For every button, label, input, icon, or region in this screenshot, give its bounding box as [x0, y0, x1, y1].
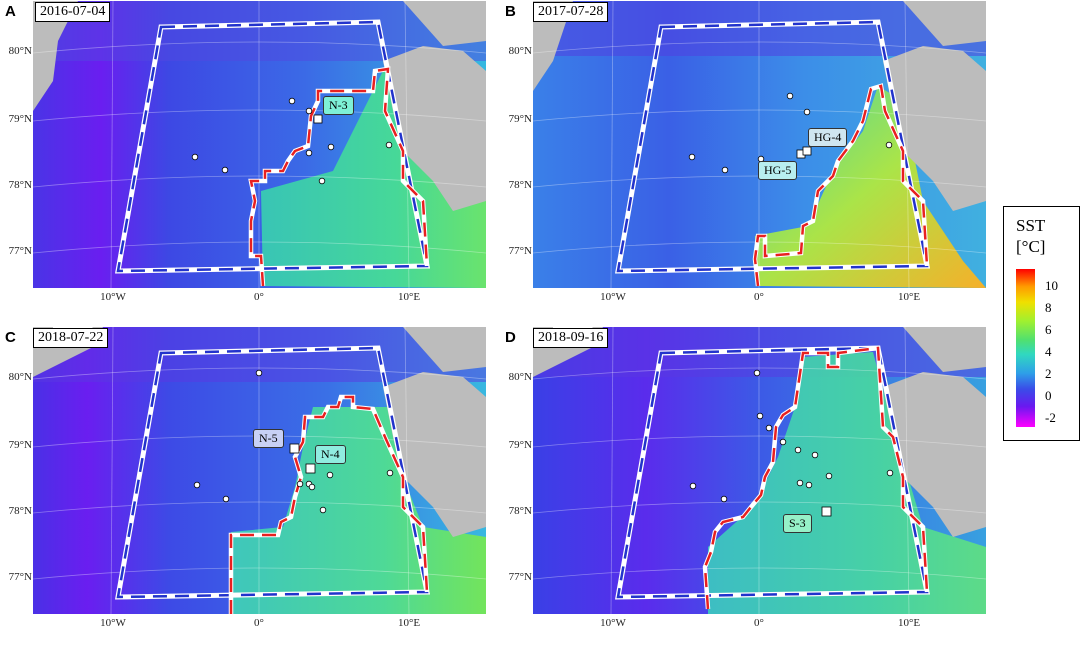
lat-label: 77°N — [508, 245, 532, 257]
legend-tick: 8 — [1045, 300, 1052, 315]
station-label: S-3 — [783, 514, 812, 533]
lon-label: 10°E — [897, 291, 921, 303]
panel-letter: A — [5, 3, 16, 20]
station-label: N-5 — [253, 429, 284, 448]
lon-label: 10°W — [600, 291, 626, 303]
lon-label: 0° — [754, 291, 764, 303]
lon-label: 10°W — [100, 291, 126, 303]
lon-label: 10°E — [397, 291, 421, 303]
lon-label: 10°E — [397, 617, 421, 629]
legend-tick: -2 — [1045, 410, 1056, 425]
legend-tick: 2 — [1045, 366, 1052, 381]
panel-letter: C — [5, 329, 16, 346]
map-panel-d: D 2018-09-16 S-3 — [505, 326, 987, 615]
sst-map-c — [32, 326, 487, 615]
lon-label: 10°W — [100, 617, 126, 629]
sst-map-a — [32, 0, 487, 289]
lat-label: 79°N — [8, 439, 32, 451]
sst-map-b — [532, 0, 987, 289]
station-label: N-4 — [315, 445, 346, 464]
legend-title: SST [°C] — [1016, 216, 1046, 256]
sst-legend: SST [°C] 10 8 6 4 2 0 -2 — [1003, 206, 1080, 441]
lat-label: 78°N — [8, 179, 32, 191]
date-label: 2016-07-04 — [35, 2, 111, 22]
lat-label: 77°N — [8, 245, 32, 257]
station-label: HG-4 — [808, 128, 848, 147]
panel-letter: B — [505, 3, 516, 20]
lon-label: 0° — [254, 617, 264, 629]
lat-label: 77°N — [8, 571, 32, 583]
lon-label: 10°W — [600, 617, 626, 629]
lat-label: 78°N — [508, 179, 532, 191]
legend-tick: 4 — [1045, 344, 1052, 359]
legend-tick: 10 — [1045, 278, 1058, 293]
legend-tick: 0 — [1045, 388, 1052, 403]
date-label: 2018-09-16 — [533, 328, 609, 348]
date-label: 2018-07-22 — [33, 328, 109, 348]
lat-label: 80°N — [508, 45, 532, 57]
lat-label: 78°N — [508, 505, 532, 517]
lat-label: 80°N — [508, 371, 532, 383]
map-panel-c: C 2018-07-22 N-5 N-4 — [5, 326, 487, 615]
lat-label: 78°N — [8, 505, 32, 517]
lon-label: 0° — [754, 617, 764, 629]
lat-label: 79°N — [508, 113, 532, 125]
legend-colorbar — [1016, 269, 1035, 427]
lat-label: 80°N — [8, 45, 32, 57]
lat-label: 79°N — [508, 439, 532, 451]
lat-label: 79°N — [8, 113, 32, 125]
map-panel-a: A 2016-07-04 N-3 — [5, 0, 487, 289]
legend-tick: 6 — [1045, 322, 1052, 337]
land-svalbard — [383, 46, 486, 211]
lat-label: 77°N — [508, 571, 532, 583]
map-panel-b: B 2017-07-28 HG-4 HG-5 — [505, 0, 987, 289]
lat-label: 80°N — [8, 371, 32, 383]
lon-label: 0° — [254, 291, 264, 303]
lon-label: 10°E — [897, 617, 921, 629]
date-label: 2017-07-28 — [533, 2, 609, 22]
station-label: N-3 — [323, 96, 354, 115]
station-label: HG-5 — [758, 161, 798, 180]
land-greenland — [33, 1, 78, 111]
sst-map-d — [532, 326, 987, 615]
panel-letter: D — [505, 329, 516, 346]
